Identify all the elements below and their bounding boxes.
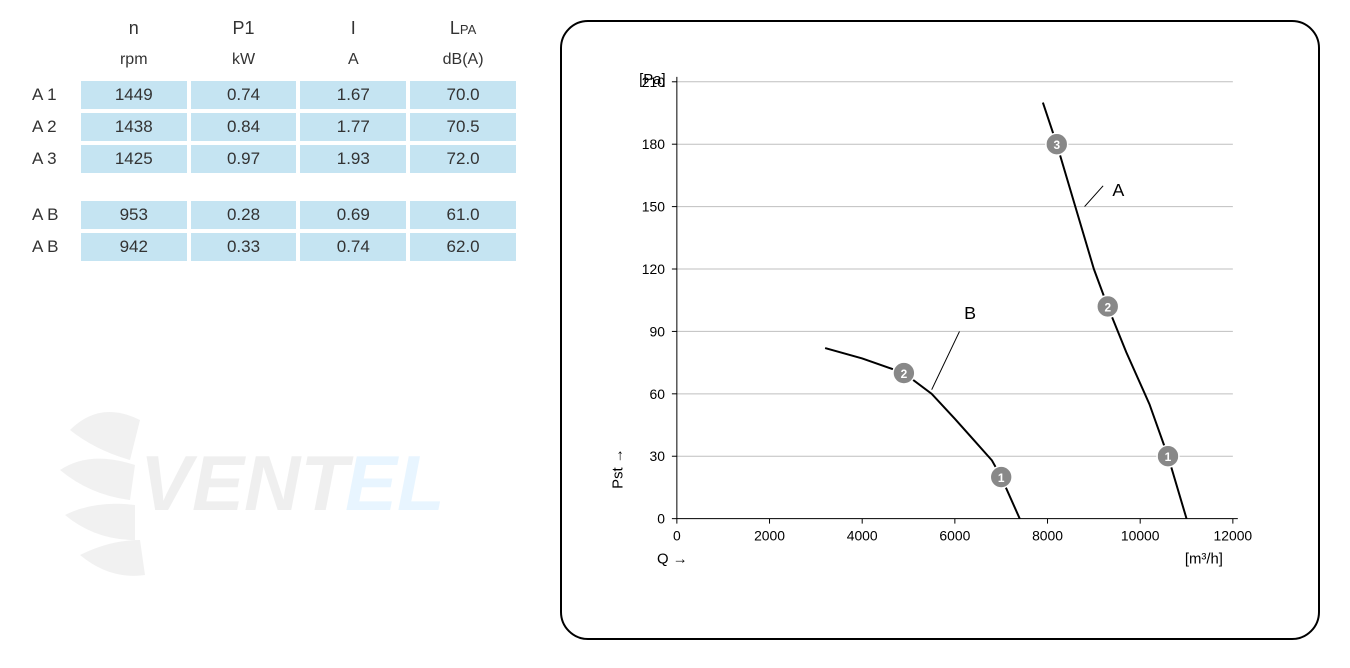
svg-text:30: 30: [649, 448, 665, 464]
table-row: A 114490.741.6770.0: [24, 81, 516, 109]
svg-text:4000: 4000: [847, 527, 878, 543]
data-cell: 1.67: [300, 81, 406, 109]
svg-text:0: 0: [657, 511, 665, 527]
col-header-i: I: [300, 14, 406, 43]
data-cell: 1.77: [300, 113, 406, 141]
svg-text:0: 0: [673, 527, 681, 543]
chart-area: 0 2000 4000 6000 8000 10000 12000 0 30 60 90 120 150…: [592, 52, 1278, 608]
data-cell: 942: [81, 233, 187, 261]
svg-text:2: 2: [1104, 300, 1111, 314]
table-panel: n P1 I LPA rpm kW A dB(A) A 114490.741.6…: [0, 0, 540, 668]
svg-text:90: 90: [649, 323, 665, 339]
data-cell: 0.28: [191, 201, 297, 229]
svg-text:Pst →: Pst →: [610, 448, 626, 489]
svg-text:VENT: VENT: [140, 439, 354, 527]
svg-text:150: 150: [642, 199, 665, 215]
data-cell: 953: [81, 201, 187, 229]
performance-chart: 0 2000 4000 6000 8000 10000 12000 0 30 60 90 120 150…: [592, 52, 1278, 608]
row-label: A 1: [24, 81, 77, 109]
svg-text:10000: 10000: [1121, 527, 1160, 543]
data-cell: 1449: [81, 81, 187, 109]
row-label: A B: [24, 201, 77, 229]
svg-text:2000: 2000: [754, 527, 785, 543]
svg-text:A: A: [1112, 180, 1124, 200]
col-unit-p1: kW: [191, 47, 297, 77]
header-row-labels: n P1 I LPA: [24, 14, 516, 43]
svg-text:1: 1: [998, 471, 1005, 485]
svg-text:2: 2: [901, 367, 908, 381]
svg-text:120: 120: [642, 261, 665, 277]
data-table: n P1 I LPA rpm kW A dB(A) A 114490.741.6…: [20, 10, 520, 265]
svg-text:1: 1: [1165, 450, 1172, 464]
watermark: VENT EL: [40, 380, 460, 583]
main-container: n P1 I LPA rpm kW A dB(A) A 114490.741.6…: [0, 0, 1350, 668]
svg-text:3: 3: [1053, 138, 1060, 152]
chart-panel: 0 2000 4000 6000 8000 10000 12000 0 30 60 90 120 150…: [540, 0, 1350, 668]
data-cell: 72.0: [410, 145, 516, 173]
data-cell: 1.93: [300, 145, 406, 173]
svg-text:[Pa]: [Pa]: [639, 72, 665, 88]
svg-text:8000: 8000: [1032, 527, 1063, 543]
row-label: A 2: [24, 113, 77, 141]
svg-text:EL: EL: [345, 439, 445, 527]
data-cell: 62.0: [410, 233, 516, 261]
svg-text:6000: 6000: [939, 527, 970, 543]
table-row: A 314250.971.9372.0: [24, 145, 516, 173]
row-label: A 3: [24, 145, 77, 173]
chart-frame: 0 2000 4000 6000 8000 10000 12000 0 30 60 90 120 150…: [560, 20, 1320, 640]
col-header-p1: P1: [191, 14, 297, 43]
col-unit-i: A: [300, 47, 406, 77]
svg-text:[m³/h]: [m³/h]: [1185, 551, 1223, 567]
svg-text:Q →: Q →: [657, 551, 688, 567]
data-cell: 0.84: [191, 113, 297, 141]
data-cell: 61.0: [410, 201, 516, 229]
svg-text:180: 180: [642, 136, 665, 152]
data-cell: 0.97: [191, 145, 297, 173]
table-row: A 214380.841.7770.5: [24, 113, 516, 141]
col-header-lpa: LPA: [410, 14, 516, 43]
col-header-n: n: [81, 14, 187, 43]
data-cell: 1438: [81, 113, 187, 141]
data-cell: 0.74: [300, 233, 406, 261]
col-unit-n: rpm: [81, 47, 187, 77]
data-cell: 1425: [81, 145, 187, 173]
table-row: A B9420.330.7462.0: [24, 233, 516, 261]
data-cell: 70.0: [410, 81, 516, 109]
data-cell: 0.33: [191, 233, 297, 261]
data-cell: 70.5: [410, 113, 516, 141]
svg-text:12000: 12000: [1214, 527, 1253, 543]
data-cell: 0.69: [300, 201, 406, 229]
svg-text:B: B: [964, 303, 976, 323]
svg-text:60: 60: [649, 386, 665, 402]
table-row: A B9530.280.6961.0: [24, 201, 516, 229]
header-row-units: rpm kW A dB(A): [24, 47, 516, 77]
data-cell: 0.74: [191, 81, 297, 109]
row-label: A B: [24, 233, 77, 261]
col-unit-lpa: dB(A): [410, 47, 516, 77]
